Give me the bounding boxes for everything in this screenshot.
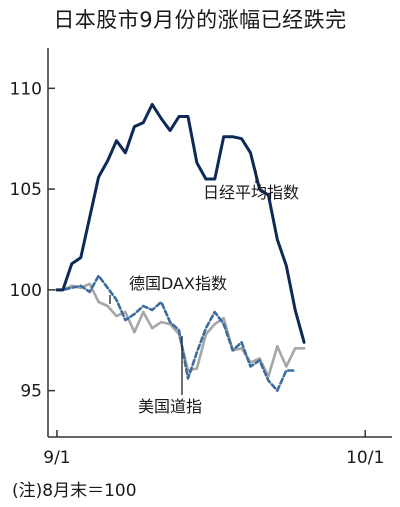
chart-note: (注)8月末＝100	[12, 481, 137, 501]
series-line-1	[55, 274, 297, 392]
chart-title: 日本股市9月份的涨幅已经跌完	[53, 8, 347, 32]
y-tick-label: 105	[10, 180, 42, 200]
series-line-0	[55, 102, 306, 344]
y-tick-label: 110	[10, 79, 42, 99]
y-tick-label: 95	[20, 382, 42, 402]
series-label: 日经平均指数	[203, 183, 299, 202]
series-label: 德国DAX指数	[129, 274, 227, 293]
x-tick-label: 10/1	[346, 448, 384, 468]
series-line-2	[55, 282, 306, 378]
series-label: 美国道指	[138, 397, 202, 416]
x-tick-label: 9/1	[43, 448, 70, 468]
y-tick-label: 100	[10, 281, 42, 301]
